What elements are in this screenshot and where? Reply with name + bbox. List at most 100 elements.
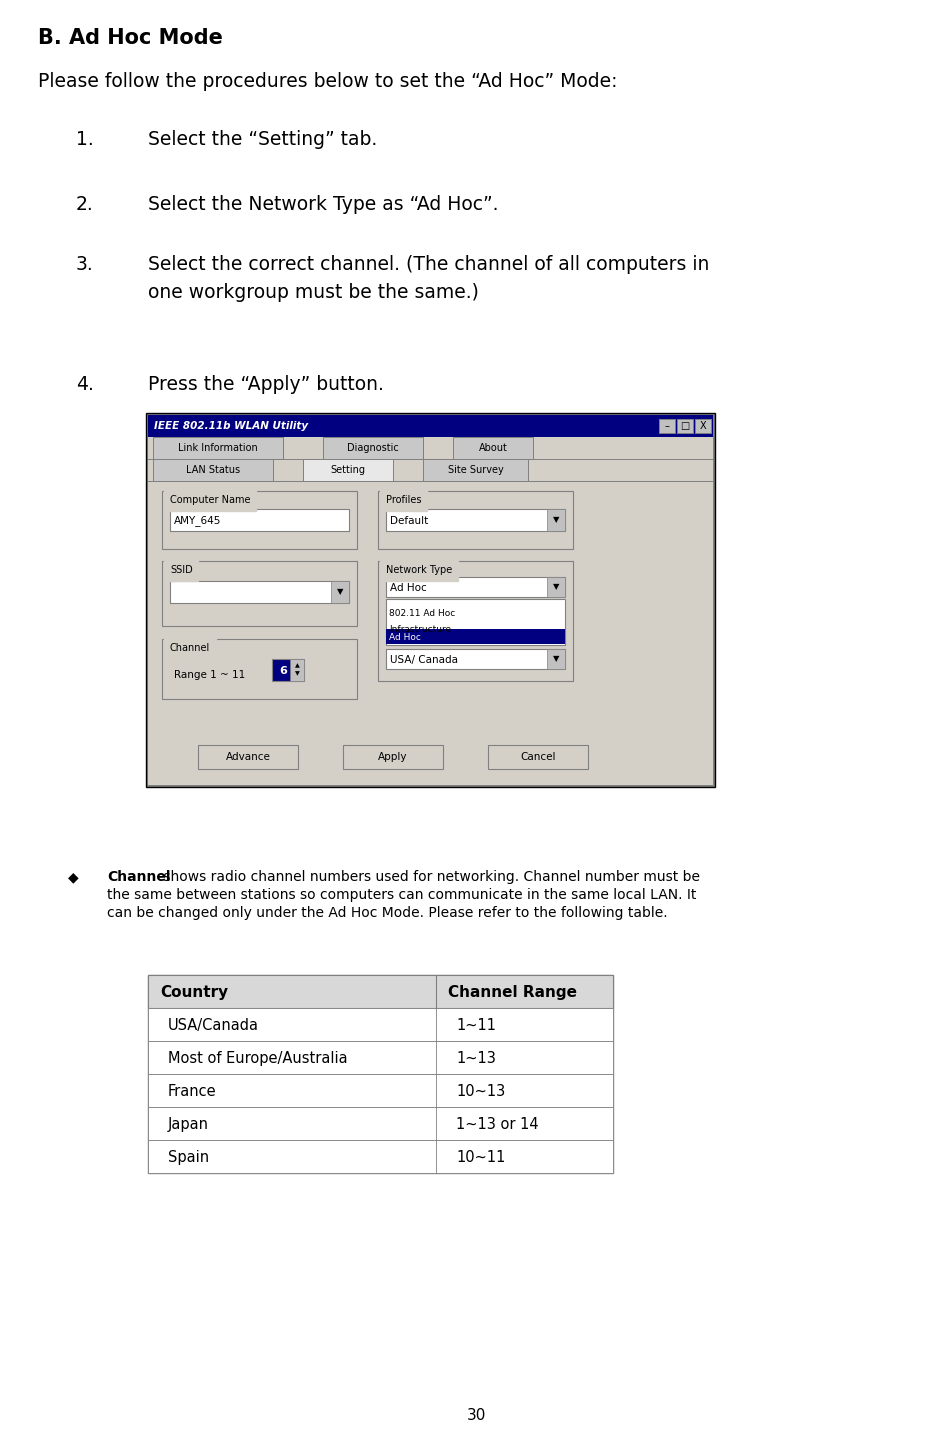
Bar [378, 490, 573, 549]
Text: Default: Default [390, 516, 428, 526]
Text: Link Information: Link Information [178, 443, 258, 453]
Text: About: About [479, 443, 507, 453]
Text: Site Survey: Site Survey [447, 465, 504, 475]
Text: can be changed only under the Ad Hoc Mode. Please refer to the following table.: can be changed only under the Ad Hoc Mod… [107, 906, 667, 921]
Bar [153, 437, 283, 459]
Text: 30: 30 [466, 1408, 486, 1423]
Text: Channel: Channel [170, 642, 210, 652]
Text: ▼: ▼ [294, 671, 299, 677]
Text: Ad Hoc: Ad Hoc [389, 632, 421, 642]
Text: Computer Name: Computer Name [170, 495, 250, 505]
Bar [423, 459, 528, 480]
Text: 4.: 4. [76, 376, 94, 394]
Bar [547, 509, 565, 531]
Text: USA/ Canada: USA/ Canada [390, 655, 458, 665]
Text: Country: Country [160, 985, 228, 999]
Bar [386, 650, 565, 670]
Text: Setting: Setting [330, 465, 366, 475]
Bar [547, 650, 565, 670]
Text: Network Type: Network Type [386, 565, 452, 575]
Text: ◆: ◆ [68, 870, 79, 883]
Bar [290, 660, 304, 681]
Text: 1~13 or 14: 1~13 or 14 [456, 1117, 539, 1131]
Bar [331, 581, 349, 604]
Bar [386, 576, 565, 597]
Bar [547, 576, 565, 597]
Text: 10~13: 10~13 [456, 1084, 506, 1098]
Bar [148, 1008, 613, 1041]
Text: France: France [168, 1084, 217, 1098]
Text: ▼: ▼ [553, 654, 559, 664]
Text: USA/Canada: USA/Canada [168, 1018, 259, 1032]
Text: Press the “Apply” button.: Press the “Apply” button. [148, 376, 384, 394]
Text: ▼: ▼ [337, 588, 344, 597]
Text: Diagnostic: Diagnostic [347, 443, 399, 453]
Bar [148, 975, 613, 1008]
Text: LAN Status: LAN Status [186, 465, 240, 475]
Bar [386, 509, 565, 531]
Bar [488, 746, 588, 769]
Bar [148, 1140, 613, 1173]
Text: Please follow the procedures below to set the “Ad Hoc” Mode:: Please follow the procedures below to se… [38, 72, 618, 90]
Text: Channel: Channel [107, 870, 170, 883]
Text: 10~11: 10~11 [456, 1150, 506, 1164]
Text: □: □ [681, 422, 689, 432]
Text: Select the correct channel. (The channel of all computers in: Select the correct channel. (The channel… [148, 255, 709, 274]
Bar [162, 640, 357, 698]
Bar [170, 581, 349, 604]
Text: 2.: 2. [76, 195, 93, 214]
Text: Most of Europe/Australia: Most of Europe/Australia [168, 1051, 347, 1065]
Text: 802.11 Ad Hoc: 802.11 Ad Hoc [389, 609, 455, 618]
Text: 1~11: 1~11 [456, 1018, 496, 1032]
Bar [198, 746, 298, 769]
Text: ▼: ▼ [553, 582, 559, 591]
Bar [148, 1074, 613, 1107]
Text: –: – [664, 422, 669, 432]
Bar [153, 459, 273, 480]
Bar [453, 437, 533, 459]
Bar [148, 1107, 613, 1140]
Text: Advance: Advance [226, 751, 270, 761]
Text: SSID: SSID [170, 565, 192, 575]
Bar [162, 561, 357, 627]
Bar [146, 413, 715, 787]
Text: the same between stations so computers can communicate in the same local LAN. It: the same between stations so computers c… [107, 888, 696, 902]
Bar [162, 490, 357, 549]
Text: AMY_645: AMY_645 [174, 516, 222, 526]
Text: ▲: ▲ [294, 664, 299, 668]
Text: Range 1 ~ 11: Range 1 ~ 11 [174, 670, 246, 680]
Bar [386, 599, 565, 645]
Text: Ad Hoc: Ad Hoc [390, 584, 426, 594]
Text: Profiles: Profiles [386, 495, 422, 505]
Text: Spain: Spain [168, 1150, 209, 1164]
Text: X: X [700, 422, 706, 432]
Text: IEEE 802.11b WLAN Utility: IEEE 802.11b WLAN Utility [154, 422, 308, 432]
Text: 1~13: 1~13 [456, 1051, 496, 1065]
Bar [148, 414, 713, 437]
Text: 6: 6 [279, 665, 287, 675]
Text: Channel Range: Channel Range [448, 985, 577, 999]
Text: B. Ad Hoc Mode: B. Ad Hoc Mode [38, 29, 223, 47]
Bar [148, 1041, 613, 1074]
Text: Infrastructure: Infrastructure [389, 624, 451, 634]
Text: Apply: Apply [378, 751, 407, 761]
Text: one workgroup must be the same.): one workgroup must be the same.) [148, 282, 479, 303]
Bar [386, 630, 565, 644]
Bar [303, 459, 393, 480]
Bar [148, 975, 613, 1173]
Bar [659, 419, 675, 433]
Bar [272, 660, 304, 681]
Text: Select the “Setting” tab.: Select the “Setting” tab. [148, 130, 377, 149]
Text: ▼: ▼ [553, 515, 559, 525]
Bar [148, 437, 713, 784]
Bar [343, 746, 443, 769]
Text: Cancel: Cancel [520, 751, 556, 761]
Text: Select the Network Type as “Ad Hoc”.: Select the Network Type as “Ad Hoc”. [148, 195, 499, 214]
Bar [677, 419, 693, 433]
Text: 1.: 1. [76, 130, 93, 149]
Bar [170, 509, 349, 531]
Text: Japan: Japan [168, 1117, 209, 1131]
Bar [378, 561, 573, 681]
Bar [323, 437, 423, 459]
Text: 3.: 3. [76, 255, 93, 274]
